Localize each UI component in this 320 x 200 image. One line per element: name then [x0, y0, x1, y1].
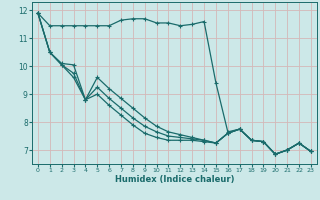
X-axis label: Humidex (Indice chaleur): Humidex (Indice chaleur)	[115, 175, 234, 184]
